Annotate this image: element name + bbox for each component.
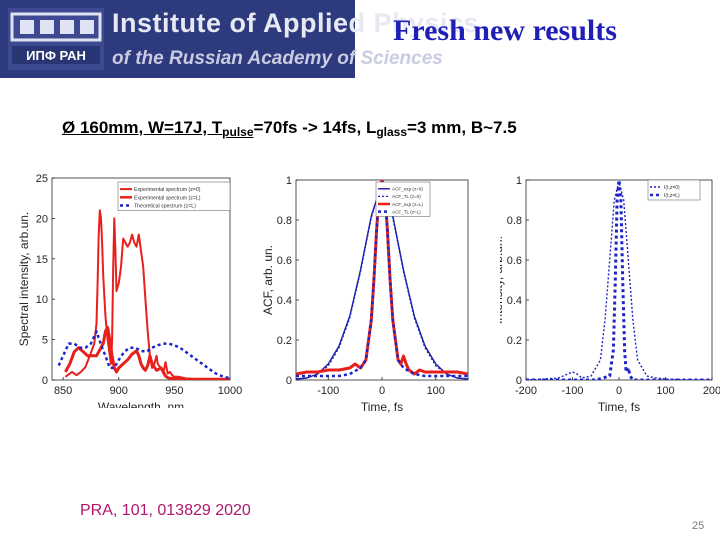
y-tick-label: 10 xyxy=(36,294,48,306)
legend-entry: Experimental spectrum (z=L) xyxy=(134,195,201,201)
y-tick-label: 0.8 xyxy=(277,215,292,227)
x-axis-label: Wavelength, nm xyxy=(98,400,184,408)
legend-entry: Theoretical spectrum (z=L) xyxy=(134,204,196,210)
x-tick-label: 1000 xyxy=(218,385,242,397)
x-tick-label: 0 xyxy=(379,385,385,397)
legend-entry: I(t,z=0) xyxy=(664,185,680,191)
series-line-2 xyxy=(526,180,712,380)
institute-name: Institute of Applied Physics xyxy=(112,8,480,38)
params-part2: =70fs -> 14fs, L xyxy=(253,118,377,137)
chart-svg: 0 0.2 0.4 0.6 0.8 1 -100 0 100 Time, fs ACF, arb. … xyxy=(261,175,469,414)
legend-entry: ACF_exp (z=L) xyxy=(392,202,423,207)
y-tick-label: 1 xyxy=(516,175,522,187)
page-number: 25 xyxy=(692,520,705,532)
x-tick-label: -200 xyxy=(515,385,537,397)
y-tick-label: 0.4 xyxy=(277,295,292,307)
y-tick-label: 0 xyxy=(42,375,48,387)
y-tick-label: 25 xyxy=(36,173,48,185)
reference-citation: PRA, 101, 013829 2020 xyxy=(80,502,251,519)
legend-entry: ACF_TL (z=L) xyxy=(392,209,421,214)
y-tick-label: 0.8 xyxy=(507,215,522,227)
plot-frame xyxy=(525,179,713,381)
x-tick-label: -100 xyxy=(317,385,339,397)
slide-title: Fresh new results xyxy=(393,14,617,47)
iap-ras-logo-icon: ИПФ РАН xyxy=(8,8,104,70)
legend-entry: ACF_exp (z=0) xyxy=(392,187,423,192)
legend-entry: Experimental spectrum (z=0) xyxy=(134,187,201,193)
x-tick-label: 100 xyxy=(656,385,674,397)
chart-svg: 0 5 10 15 20 25 850 900 950 1000 Wavelength, nm Spe… xyxy=(17,173,242,408)
logo-text: ИПФ РАН xyxy=(26,48,86,63)
x-tick-label: 900 xyxy=(110,385,128,397)
y-tick-label: 5 xyxy=(42,335,48,347)
acf-chart: 0 0.2 0.4 0.6 0.8 1 -100 0 100 Time, fs ACF, arb. … xyxy=(258,162,496,424)
series-line-3 xyxy=(57,330,230,380)
intensity-chart: 0 0.2 0.4 0.6 0.8 1 -200 -100 0 100 200 Time, fs Int… xyxy=(500,162,720,424)
series-line-2 xyxy=(64,326,230,380)
y-tick-label: 0.6 xyxy=(507,255,522,267)
y-tick-label: 1 xyxy=(286,175,292,187)
legend-box xyxy=(647,179,701,201)
x-tick-label: 950 xyxy=(165,385,183,397)
y-tick-label: 0.2 xyxy=(277,335,292,347)
legend-entry: I(t,z=L) xyxy=(664,193,680,199)
series-line-1 xyxy=(526,181,712,380)
institute-subtitle: of the Russian Academy of Sciences xyxy=(112,48,443,69)
y-axis-label: ACF, arb. un. xyxy=(261,245,275,315)
x-tick-label: 100 xyxy=(427,385,445,397)
x-axis-label: Time, fs xyxy=(598,400,640,414)
params-sub-glass: glass xyxy=(376,125,408,139)
params-part3: =3 mm, B~7.5 xyxy=(407,118,517,137)
y-tick-label: 0 xyxy=(516,375,522,387)
x-tick-label: 850 xyxy=(54,385,72,397)
y-tick-label: 0 xyxy=(286,375,292,387)
y-tick-label: 20 xyxy=(36,213,48,225)
chart-svg: 0 0.2 0.4 0.6 0.8 1 -200 -100 0 100 200 Time, fs Int… xyxy=(500,175,720,414)
y-axis-label: Spectral intensity, arb.un. xyxy=(17,212,31,347)
params-sub-pulse: pulse xyxy=(222,125,254,139)
x-tick-label: -100 xyxy=(561,385,583,397)
plot-frame xyxy=(51,177,231,381)
x-axis-label: Time, fs xyxy=(361,400,403,414)
legend-entry: ACF_TL (z=0) xyxy=(392,194,421,199)
y-tick-label: 0.2 xyxy=(507,335,522,347)
spectrum-chart: 0 5 10 15 20 25 850 900 950 1000 Wavelength, nm Spe… xyxy=(14,162,252,408)
institute-banner: ИПФ РАН Institute of Applied Physics of … xyxy=(0,0,479,78)
legend-box xyxy=(117,181,231,211)
series-line-1 xyxy=(64,209,230,380)
parameters-line: Ø 160mm, W=17J, Tpulse=70fs -> 14fs, Lgl… xyxy=(62,118,517,139)
x-tick-label: 200 xyxy=(703,385,720,397)
y-tick-label: 0.4 xyxy=(507,295,522,307)
params-part1: Ø 160mm, W=17J, T xyxy=(62,118,223,137)
x-tick-label: 0 xyxy=(616,385,622,397)
y-tick-label: 15 xyxy=(36,254,48,266)
y-axis-label: Intensity, arb.un. xyxy=(500,236,505,324)
y-tick-label: 0.6 xyxy=(277,255,292,267)
